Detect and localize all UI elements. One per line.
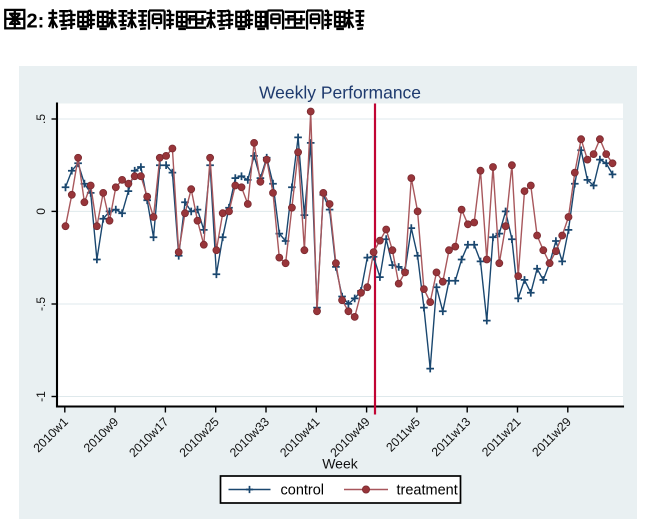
svg-text:0: 0 [34,208,48,215]
svg-text:treatment: treatment [397,482,458,498]
svg-text:Weekly Performance: Weekly Performance [259,83,421,103]
svg-text:Week: Week [322,456,359,472]
svg-text:-.5: -.5 [34,297,48,311]
svg-text:2:: 2: [27,11,45,33]
svg-text:control: control [281,482,325,498]
svg-text:-1: -1 [34,391,48,402]
svg-text:.5: .5 [34,114,48,124]
